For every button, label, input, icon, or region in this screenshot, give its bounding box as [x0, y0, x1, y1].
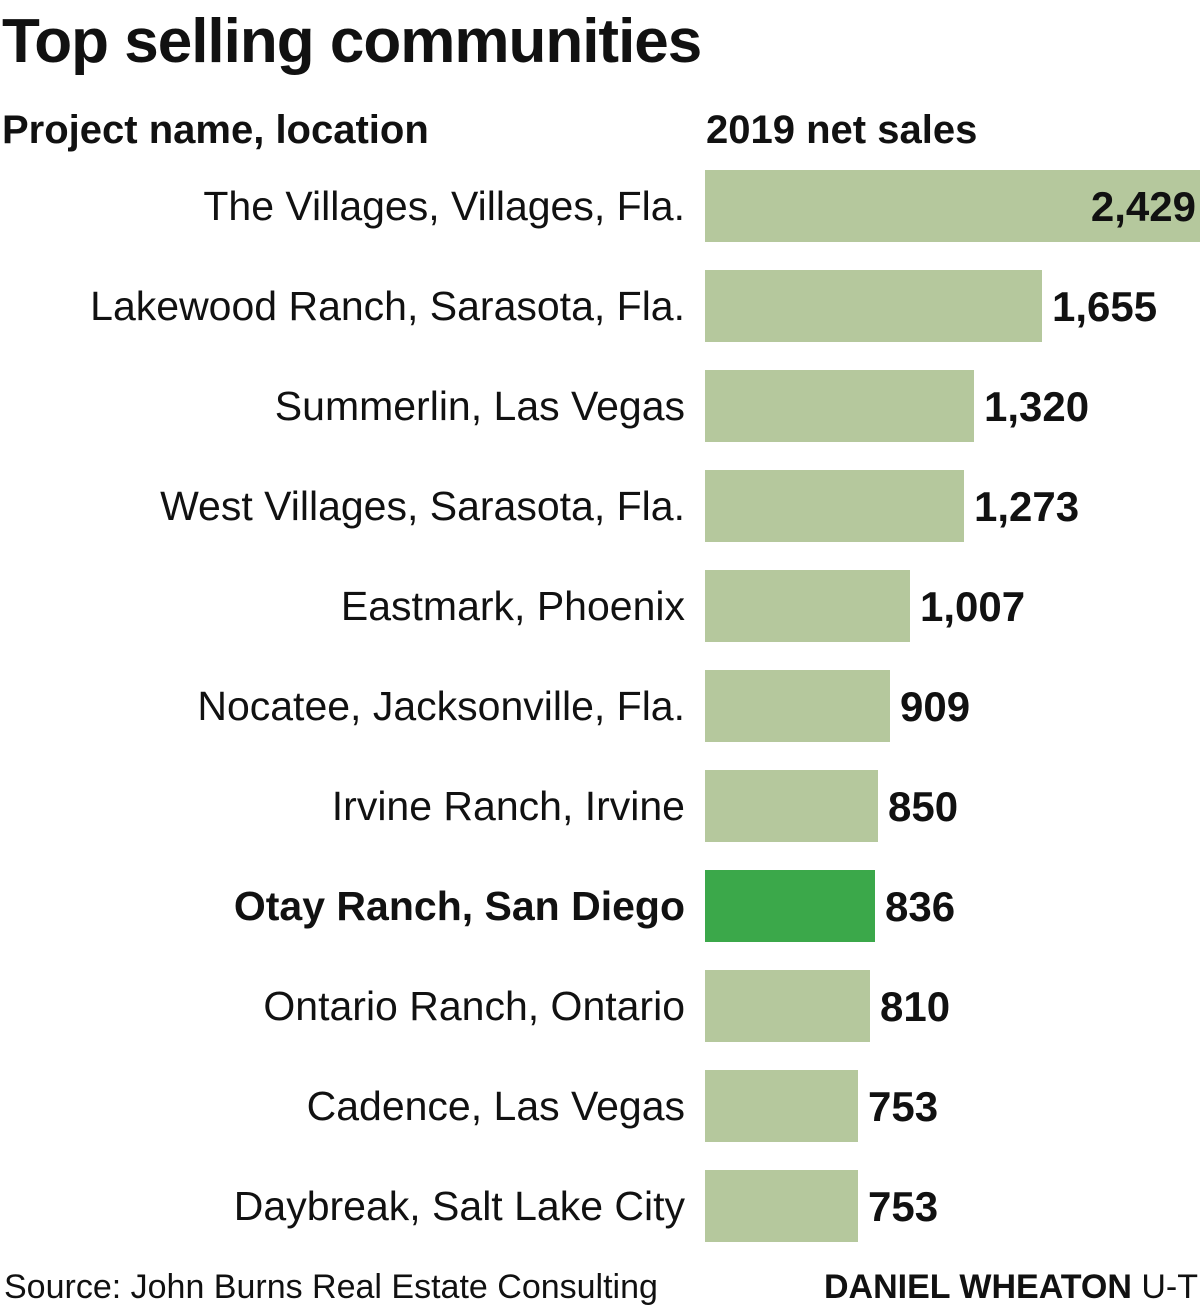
value-label: 1,273: [974, 483, 1079, 530]
category-label: West Villages, Sarasota, Fla.: [160, 483, 685, 529]
credit-line: DANIEL WHEATON U-T: [824, 1268, 1198, 1307]
category-label: The Villages, Villages, Fla.: [203, 183, 685, 229]
label-column-header: Project name, location: [2, 108, 429, 152]
credit-name: DANIEL WHEATON: [823, 1268, 1132, 1306]
credit-org: U-T: [1141, 1268, 1198, 1306]
value-label: 810: [880, 983, 950, 1030]
chart-title: Top selling communities: [2, 7, 702, 76]
bar-1: [705, 270, 1042, 342]
bar-7: [705, 870, 875, 942]
value-column-header: 2019 net sales: [706, 108, 978, 152]
value-label: 2,429: [1091, 183, 1196, 230]
bar-4: [705, 570, 910, 642]
bar-0: [705, 170, 1200, 242]
category-label: Ontario Ranch, Ontario: [263, 983, 685, 1029]
bar-9: [705, 1070, 858, 1142]
category-label: Cadence, Las Vegas: [307, 1083, 685, 1129]
value-label: 850: [888, 783, 958, 830]
category-label: Lakewood Ranch, Sarasota, Fla.: [90, 283, 685, 329]
value-label: 753: [868, 1083, 938, 1130]
bar-8: [705, 970, 870, 1042]
value-label: 1,320: [984, 383, 1089, 430]
bar-10: [705, 1170, 858, 1242]
category-label: Irvine Ranch, Irvine: [332, 783, 685, 829]
category-label: Otay Ranch, San Diego: [234, 883, 685, 929]
bar-2: [705, 370, 974, 442]
bar-chart: The Villages, Villages, Fla. 2,429 Lakewoo…: [90, 170, 1200, 1242]
bar-5: [705, 670, 890, 742]
value-label: 753: [868, 1183, 938, 1230]
category-label: Daybreak, Salt Lake City: [234, 1183, 686, 1229]
value-label: 1,655: [1052, 283, 1157, 330]
value-label: 909: [900, 683, 970, 730]
value-label: 836: [885, 883, 955, 930]
value-label: 1,007: [920, 583, 1025, 630]
category-label: Summerlin, Las Vegas: [275, 383, 685, 429]
category-label: Eastmark, Phoenix: [341, 583, 686, 629]
bar-6: [705, 770, 878, 842]
source-note: Source: John Burns Real Estate Consultin…: [4, 1268, 658, 1306]
bar-3: [705, 470, 964, 542]
category-label: Nocatee, Jacksonville, Fla.: [197, 683, 685, 729]
